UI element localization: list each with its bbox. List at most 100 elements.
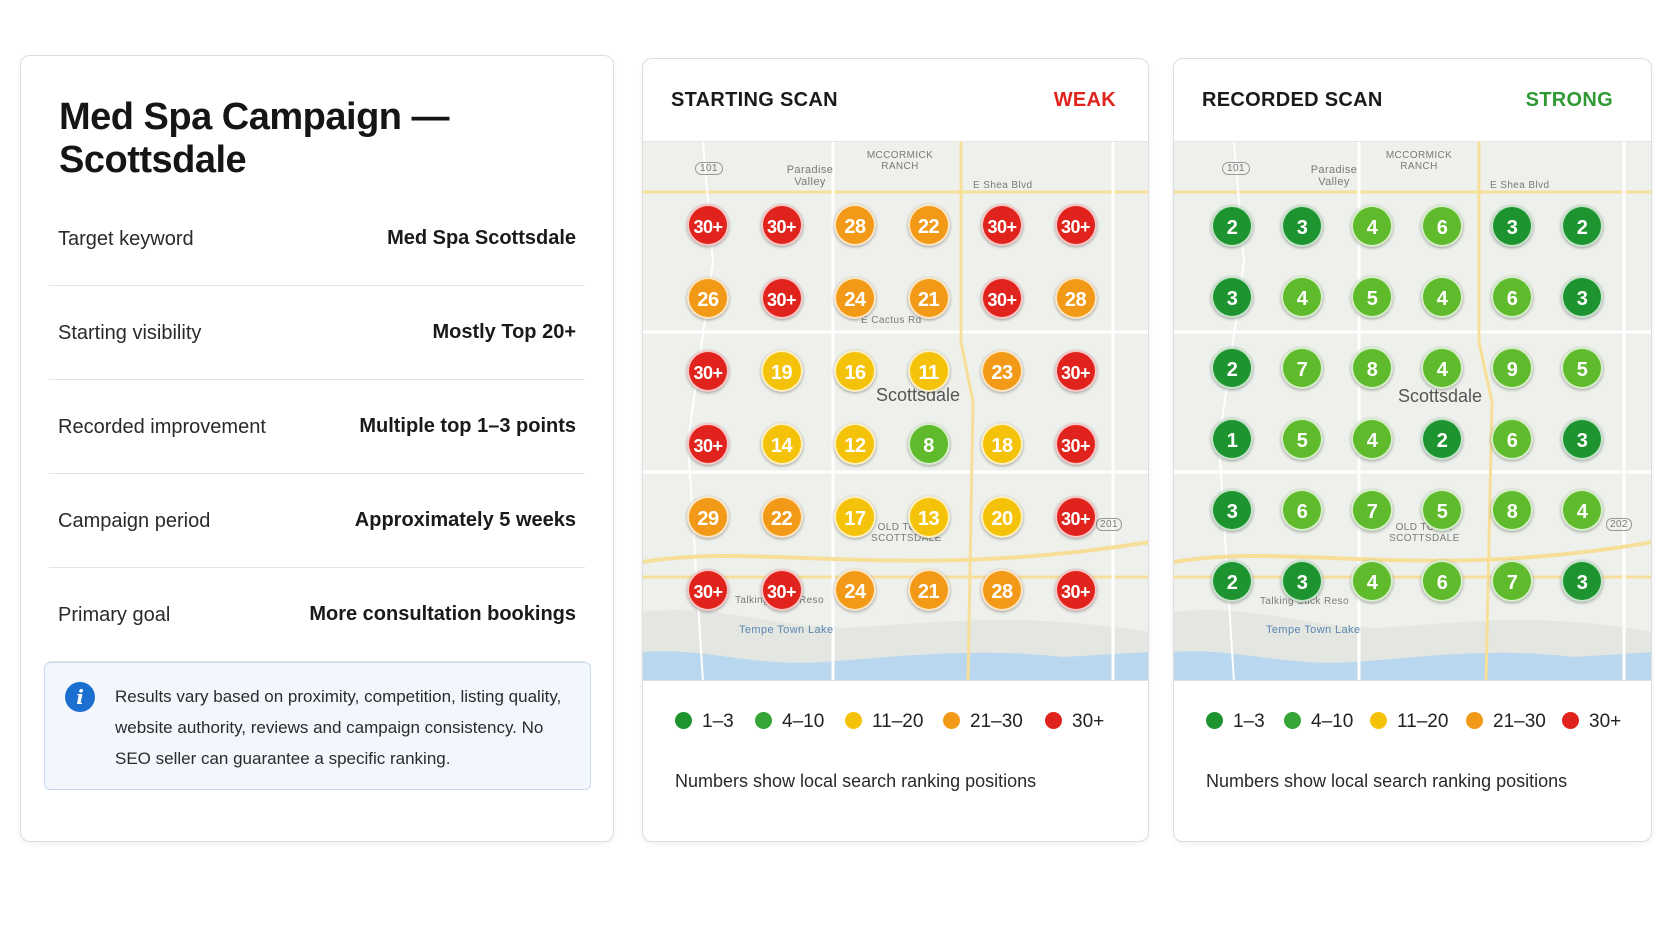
rank-pin[interactable]: 4 — [1281, 276, 1323, 318]
rank-pin[interactable]: 11 — [907, 350, 950, 392]
scan-header: RECORDED SCAN STRONG — [1174, 59, 1651, 141]
rank-pin[interactable]: 30+ — [687, 350, 729, 392]
rank-pin[interactable]: 30+ — [687, 569, 729, 611]
info-icon: i — [65, 682, 95, 712]
rank-pin[interactable]: 3 — [1281, 560, 1323, 602]
rank-pin[interactable]: 20 — [981, 496, 1023, 538]
rank-pin[interactable]: 3 — [1491, 205, 1533, 247]
summary-row-target-keyword: Target keyword Med Spa Scottsdale — [49, 192, 585, 286]
scan-map[interactable]: 101 Paradise Valley MCCORMICK RANCH E Sh… — [1174, 141, 1651, 681]
rank-pin[interactable]: 3 — [1211, 489, 1253, 531]
rank-pin[interactable]: 3 — [1561, 418, 1603, 460]
summary-row-recorded-improvement: Recorded improvement Multiple top 1–3 po… — [49, 380, 585, 474]
rank-pin[interactable]: 2 — [1211, 205, 1253, 247]
legend-dot — [1284, 712, 1301, 729]
rank-pin[interactable]: 6 — [1421, 560, 1463, 602]
rank-pin[interactable]: 4 — [1351, 560, 1393, 602]
rank-pin[interactable]: 2 — [1561, 205, 1603, 247]
rank-pin[interactable]: 13 — [907, 496, 950, 538]
rank-pin[interactable]: 6 — [1281, 489, 1323, 531]
rank-pin[interactable]: 30+ — [760, 204, 803, 246]
rank-pin[interactable]: 5 — [1281, 418, 1323, 460]
rank-legend: 1–3 4–10 11–20 21–30 30+ — [675, 707, 1138, 737]
rank-pin[interactable]: 2 — [1421, 418, 1463, 460]
rank-pin[interactable]: 7 — [1281, 347, 1323, 389]
rank-pin[interactable]: 12 — [834, 423, 876, 465]
rank-pin[interactable]: 28 — [1054, 277, 1097, 319]
legend-dot — [1466, 712, 1483, 729]
rank-pin[interactable]: 5 — [1561, 347, 1603, 389]
rank-pin[interactable]: 14 — [760, 423, 803, 465]
rank-pin[interactable]: 3 — [1211, 276, 1253, 318]
rank-pin[interactable]: 18 — [981, 423, 1023, 465]
legend-item-1-3: 1–3 — [675, 707, 734, 737]
row-value: Med Spa Scottsdale — [387, 227, 576, 249]
rank-pin[interactable]: 30+ — [1054, 350, 1097, 392]
rank-pin[interactable]: 4 — [1421, 347, 1463, 389]
rank-pin[interactable]: 30+ — [981, 277, 1023, 319]
rank-pin[interactable]: 17 — [834, 496, 876, 538]
rank-pin[interactable]: 4 — [1351, 418, 1393, 460]
rank-pin[interactable]: 8 — [1491, 489, 1533, 531]
rank-pin[interactable]: 30+ — [687, 423, 729, 465]
rank-pin[interactable]: 28 — [981, 569, 1023, 611]
rank-pin[interactable]: 4 — [1421, 276, 1463, 318]
rank-pin[interactable]: 9 — [1491, 347, 1533, 389]
rank-pin[interactable]: 30+ — [760, 569, 803, 611]
legend-dot — [845, 712, 862, 729]
rank-pin[interactable]: 5 — [1351, 276, 1393, 318]
disclaimer-note: i Results vary based on proximity, compe… — [44, 662, 591, 790]
rank-pin[interactable]: 30+ — [981, 204, 1023, 246]
legend-item-11-20: 11–20 — [1370, 707, 1448, 737]
rank-pin[interactable]: 22 — [760, 496, 803, 538]
rank-pin[interactable]: 30+ — [760, 277, 803, 319]
rank-pin[interactable]: 30+ — [1054, 496, 1097, 538]
rank-pin[interactable]: 26 — [687, 277, 729, 319]
rank-pin[interactable]: 30+ — [1054, 204, 1097, 246]
row-label: Recorded improvement — [58, 416, 266, 438]
recorded-scan-card: RECORDED SCAN STRONG 101 Paradise Valley… — [1173, 58, 1652, 842]
rank-pin[interactable]: 24 — [834, 277, 876, 319]
map-label-paradise-valley: Paradise Valley — [786, 164, 834, 188]
rank-pin[interactable]: 2 — [1211, 347, 1253, 389]
rank-pin[interactable]: 2 — [1211, 560, 1253, 602]
legend-label: 11–20 — [872, 711, 924, 732]
rank-pin[interactable]: 8 — [1351, 347, 1393, 389]
rank-pin[interactable]: 16 — [834, 350, 876, 392]
summary-row-primary-goal: Primary goal More consultation bookings — [49, 568, 585, 662]
rank-pin[interactable]: 30+ — [687, 204, 729, 246]
rank-pin[interactable]: 30+ — [1054, 423, 1097, 465]
rank-pin[interactable]: 4 — [1561, 489, 1603, 531]
rank-pin[interactable]: 6 — [1491, 276, 1533, 318]
rank-pin[interactable]: 7 — [1491, 560, 1533, 602]
rank-pin[interactable]: 19 — [760, 350, 803, 392]
legend-item-21-30: 21–30 — [1466, 707, 1546, 737]
rank-pin[interactable]: 28 — [834, 204, 876, 246]
map-label-old-town: OLD TOWN SCOTTSDALE — [1389, 522, 1460, 544]
rank-pin[interactable]: 22 — [907, 204, 950, 246]
rank-pin[interactable]: 6 — [1491, 418, 1533, 460]
rank-pin[interactable]: 1 — [1211, 418, 1253, 460]
map-label-scottsdale: Scottsdale — [1398, 386, 1483, 406]
rank-pin[interactable]: 30+ — [1054, 569, 1097, 611]
rank-pin[interactable]: 4 — [1351, 205, 1393, 247]
rank-pin[interactable]: 5 — [1421, 489, 1463, 531]
legend-item-30-plus: 30+ — [1562, 707, 1621, 737]
starting-scan-card: STARTING SCAN WEAK 101 Paradise Valley M… — [642, 58, 1149, 842]
rank-pin[interactable]: 24 — [834, 569, 876, 611]
rank-pin[interactable]: 21 — [907, 277, 950, 319]
rank-pin[interactable]: 3 — [1281, 205, 1323, 247]
legend-label: 4–10 — [1311, 711, 1354, 732]
rank-pin[interactable]: 8 — [907, 423, 950, 465]
rank-pin[interactable]: 7 — [1351, 489, 1393, 531]
row-value: Mostly Top 20+ — [432, 321, 576, 343]
rank-pin[interactable]: 21 — [907, 569, 950, 611]
legend-item-4-10: 4–10 — [1284, 707, 1353, 737]
rank-pin[interactable]: 23 — [981, 350, 1023, 392]
rank-pin[interactable]: 3 — [1561, 276, 1603, 318]
rank-pin[interactable]: 6 — [1421, 205, 1463, 247]
legend-dot — [1562, 712, 1579, 729]
rank-pin[interactable]: 3 — [1561, 560, 1603, 602]
scan-map[interactable]: 101 Paradise Valley MCCORMICK RANCH E Sh… — [643, 141, 1148, 681]
rank-pin[interactable]: 29 — [687, 496, 729, 538]
